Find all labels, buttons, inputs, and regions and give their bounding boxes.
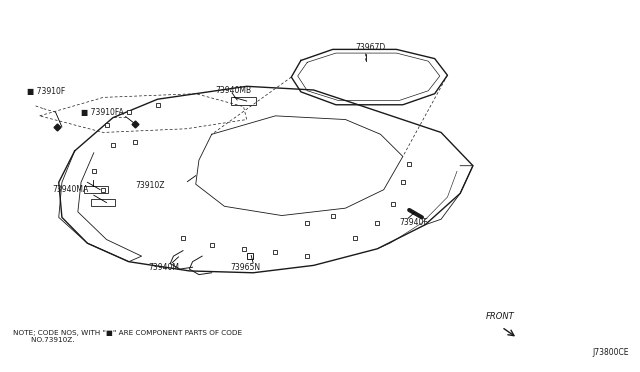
- Bar: [91, 199, 115, 206]
- Text: ■ 73910FA: ■ 73910FA: [81, 108, 124, 117]
- Text: 73965N: 73965N: [231, 263, 261, 272]
- Text: NOTE; CODE NOS, WITH "■" ARE COMPONENT PARTS OF CODE
        NO.73910Z.: NOTE; CODE NOS, WITH "■" ARE COMPONENT P…: [13, 330, 242, 343]
- Text: 73910Z: 73910Z: [135, 182, 164, 190]
- Text: ■ 73910F: ■ 73910F: [27, 87, 65, 96]
- Text: 73940MB: 73940MB: [215, 86, 251, 94]
- Text: FRONT: FRONT: [486, 312, 515, 321]
- Bar: [84, 186, 108, 193]
- Text: 73967D: 73967D: [355, 43, 385, 52]
- Text: 73940M: 73940M: [148, 263, 179, 272]
- Bar: [231, 97, 256, 105]
- Text: 73940F: 73940F: [399, 218, 428, 227]
- Text: J73800CE: J73800CE: [593, 347, 629, 357]
- Text: 73940MA: 73940MA: [52, 185, 88, 194]
